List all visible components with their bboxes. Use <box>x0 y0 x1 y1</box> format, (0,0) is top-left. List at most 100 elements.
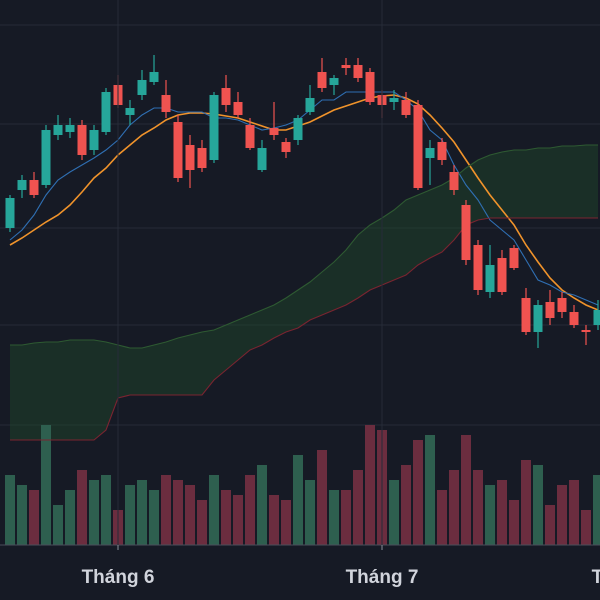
volume-bar <box>233 495 243 545</box>
volume-bar <box>569 480 579 545</box>
indicator-line <box>9 94 599 311</box>
cloud <box>10 145 598 440</box>
indicator-line <box>9 91 599 306</box>
candle-body <box>413 105 423 188</box>
volume-panel <box>5 425 600 545</box>
candle-body <box>17 180 27 190</box>
candle-body <box>437 142 447 160</box>
volume-bar <box>305 480 315 545</box>
volume-bar <box>533 465 543 545</box>
volume-bar <box>581 510 591 545</box>
volume-bar <box>365 425 375 545</box>
candle-body <box>473 245 483 290</box>
volume-bar <box>509 500 519 545</box>
candle-body <box>449 172 459 190</box>
candles <box>5 55 600 348</box>
candle-body <box>389 98 399 102</box>
cloud-fill <box>10 145 598 440</box>
x-tick-label: Tháng 7 <box>346 567 419 588</box>
candle-body <box>233 102 243 115</box>
volume-bar <box>29 490 39 545</box>
volume-bar <box>293 455 303 545</box>
candle-body <box>89 130 99 150</box>
indicator-line <box>10 144 598 349</box>
volume-bar <box>557 485 567 545</box>
volume-bar <box>125 485 135 545</box>
candle-body <box>185 145 195 170</box>
volume-bar <box>65 490 75 545</box>
volume-bar <box>353 470 363 545</box>
candle-body <box>53 125 63 135</box>
x-tick-label: Tháng 8 <box>592 567 600 588</box>
volume-bar <box>473 470 483 545</box>
candle-body <box>125 108 135 115</box>
volume-bar <box>209 475 219 545</box>
candle-body <box>29 180 39 195</box>
candle-body <box>149 72 159 82</box>
volume-bar <box>5 475 15 545</box>
candle-body <box>485 265 495 292</box>
volume-bar <box>341 490 351 545</box>
candle-body <box>365 72 375 102</box>
candle-body <box>593 310 600 325</box>
volume-bar <box>53 505 63 545</box>
volume-bar <box>449 470 459 545</box>
candle-body <box>221 88 231 105</box>
volume-bar <box>521 460 531 545</box>
volume-bar <box>41 425 51 545</box>
volume-bar <box>17 485 27 545</box>
volume-bar <box>317 450 327 545</box>
candle-body <box>557 298 567 312</box>
volume-bar <box>197 500 207 545</box>
volume-bar <box>413 440 423 545</box>
volume-bar <box>221 490 231 545</box>
volume-bar <box>269 495 279 545</box>
candle-body <box>401 100 411 115</box>
candle-body <box>461 205 471 260</box>
volume-bar <box>173 480 183 545</box>
volume-bar <box>149 490 159 545</box>
candle-body <box>329 78 339 85</box>
candle-body <box>533 305 543 332</box>
volume-bar <box>281 500 291 545</box>
indicator-lines <box>9 91 599 441</box>
volume-bar <box>245 475 255 545</box>
x-axis-labels: Tháng 6 Tháng 7 Tháng 8 <box>82 0 600 588</box>
indicator-line <box>10 217 598 441</box>
candle-body <box>317 72 327 88</box>
candle-body <box>245 125 255 148</box>
candle-body <box>101 92 111 132</box>
volume-bar <box>401 465 411 545</box>
candle-body <box>5 198 15 228</box>
candle-body <box>269 128 279 135</box>
x-tick-label: Tháng 6 <box>82 567 155 588</box>
candle-body <box>353 65 363 78</box>
candle-body <box>521 298 531 332</box>
candle-body <box>281 142 291 152</box>
candle-body <box>305 98 315 112</box>
candle-body <box>65 125 75 132</box>
candle-body <box>509 248 519 268</box>
candle-body <box>161 95 171 112</box>
candle-body <box>293 118 303 140</box>
volume-bar <box>437 490 447 545</box>
volume-bar <box>593 475 600 545</box>
candle-body <box>257 148 267 170</box>
volume-bar <box>101 475 111 545</box>
candle-body <box>497 258 507 292</box>
candle-body <box>209 95 219 160</box>
candle-body <box>581 330 591 332</box>
volume-bar <box>137 480 147 545</box>
candle-body <box>341 65 351 68</box>
volume-bar <box>89 480 99 545</box>
candle-body <box>545 302 555 318</box>
volume-bar <box>425 435 435 545</box>
candle-body <box>41 130 51 185</box>
volume-bar <box>77 470 87 545</box>
volume-bar <box>389 480 399 545</box>
candle-body <box>569 312 579 325</box>
candle-body <box>425 148 435 158</box>
volume-bar <box>161 475 171 545</box>
